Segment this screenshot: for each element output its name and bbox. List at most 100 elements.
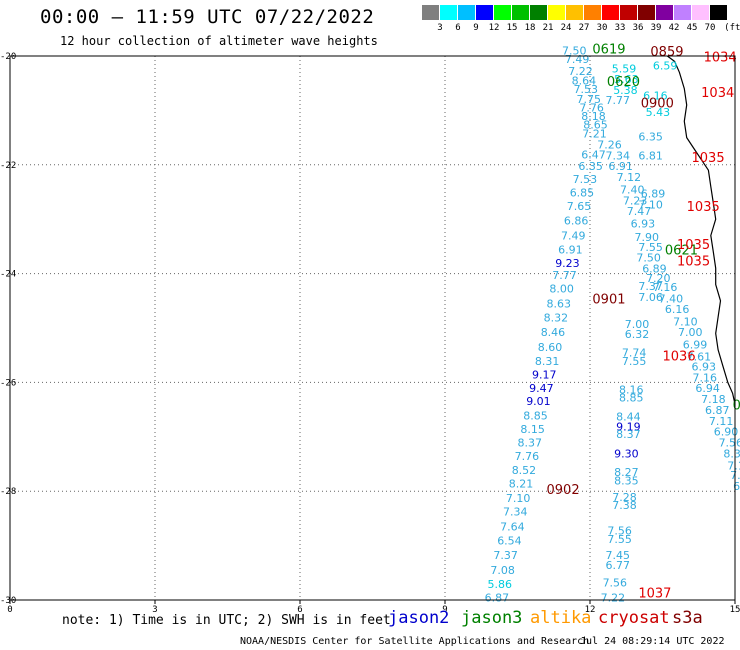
legend-s3a: s3a — [672, 608, 703, 628]
scale-swatch — [458, 5, 475, 20]
time-label: 1035 — [677, 254, 710, 269]
wave-height-label: 6.35 — [578, 160, 603, 173]
wave-height-label: 7.10 — [638, 198, 663, 211]
scale-tick-label: 70 — [704, 23, 716, 33]
x-tick-label: 0 — [7, 605, 12, 615]
wave-height-label: 9.30 — [614, 447, 639, 460]
wave-height-label: 6.99 — [683, 339, 708, 352]
scale-tick-label: 6 — [455, 23, 461, 33]
scale-tick-label: 21 — [542, 23, 554, 33]
wave-height-label: 7.15 — [727, 459, 740, 472]
time-label: 0620 — [607, 75, 640, 90]
wave-height-label: 9.23 — [555, 257, 580, 270]
wave-height-label: 8.32 — [544, 311, 569, 324]
scale-tick-label: 33 — [614, 23, 626, 33]
wave-height-label: 7.56 — [603, 576, 628, 589]
wave-height-label: 5.63 — [614, 73, 639, 86]
scale-tick-label: 45 — [686, 23, 698, 33]
wave-height-label: 7.55 — [622, 355, 647, 368]
wave-height-label: 7.38 — [612, 499, 637, 512]
wave-height-label: 6.33 — [733, 480, 740, 493]
scale-swatch — [494, 5, 511, 20]
wave-height-labels: 7.507.497.228.647.537.757.768.188.657.21… — [485, 42, 740, 604]
time-label: 0902 — [547, 483, 580, 498]
scale-tick-label: 15 — [506, 23, 518, 33]
y-tick-label: -30 — [0, 596, 16, 606]
wave-height-label: 7.64 — [500, 520, 524, 533]
time-label: 0859 — [650, 45, 683, 60]
wave-height-label: 7.34 — [605, 149, 630, 162]
wave-height-label: 7.18 — [701, 393, 726, 406]
note-text: note: 1) Time is in UTC; 2) SWH is in fe… — [62, 613, 391, 628]
time-label: 0901 — [592, 293, 625, 308]
y-tick-label: -28 — [0, 487, 16, 497]
y-tick-label: -24 — [0, 270, 16, 280]
wave-height-label: 6.32 — [625, 328, 650, 341]
wave-height-label: 8.18 — [581, 110, 606, 123]
wave-height-label: 8.85 — [523, 409, 548, 422]
wave-height-label: 6.94 — [695, 382, 720, 395]
wave-height-label: 8.60 — [538, 341, 563, 354]
wave-height-label: 7.37 — [638, 280, 663, 293]
wave-height-label: 6.90 — [714, 426, 739, 439]
wave-height-label: 5.43 — [646, 106, 671, 119]
scale-swatch — [692, 5, 709, 20]
wave-height-label: 7.21 — [582, 128, 607, 141]
wave-height-label: 8.46 — [541, 326, 566, 339]
wave-height-label: 7.90 — [634, 231, 659, 244]
plot-title: 00:00 – 11:59 UTC 07/22/2022 — [40, 6, 375, 28]
wave-height-label: 7.77 — [605, 94, 630, 107]
wave-height-label: 7.22 — [601, 592, 626, 605]
wave-height-label: 6.89 — [641, 187, 666, 200]
wave-height-label: 8.64 — [572, 74, 597, 87]
wave-height-label: 7.53 — [574, 83, 599, 96]
wave-height-label: 6.59 — [653, 60, 678, 73]
scale-swatch — [674, 5, 691, 20]
legend-altika: altika — [530, 608, 592, 628]
wave-height-label: 6.16 — [643, 90, 668, 103]
wave-height-label: 7.26 — [597, 138, 622, 151]
time-label: 1034 — [704, 50, 737, 65]
scale-tick-label: 9 — [473, 23, 479, 33]
wave-height-label: 6.87 — [705, 404, 730, 417]
wave-height-label: 6.91 — [608, 160, 633, 173]
scale-swatch — [548, 5, 565, 20]
scale-tick-label: 27 — [578, 23, 590, 33]
wave-height-label: 5.86 — [488, 578, 513, 591]
scale-swatch — [656, 5, 673, 20]
x-tick-label: 15 — [730, 605, 740, 615]
time-label: 1036 — [663, 350, 696, 365]
wave-height-label: 8.33 — [723, 447, 740, 460]
wave-height-label: 7.49 — [561, 229, 586, 242]
wave-height-label: 7.75 — [576, 93, 601, 106]
wave-height-label: 7.28 — [612, 491, 637, 504]
wave-height-label: 7.37 — [493, 549, 518, 562]
scale-swatch — [566, 5, 583, 20]
scale-unit: (ft) — [724, 23, 740, 33]
scale-swatch — [710, 5, 727, 20]
wave-height-label: 7.40 — [620, 184, 645, 197]
time-label: 0621 — [665, 244, 698, 259]
wave-height-label: 6.89 — [642, 263, 667, 276]
wave-height-label: 8.44 — [616, 410, 641, 423]
wave-height-label: 8.37 — [616, 428, 641, 441]
wave-height-label: 5.38 — [613, 84, 638, 97]
wave-height-label: 7.47 — [627, 205, 652, 218]
scale-swatch — [638, 5, 655, 20]
wave-height-label: 8.52 — [512, 464, 537, 477]
wave-height-label: 7.08 — [490, 564, 515, 577]
wave-height-label: 7.16 — [692, 371, 717, 384]
wave-height-label: 7.74 — [622, 346, 647, 359]
wave-height-label: 7.20 — [646, 272, 671, 285]
wave-height-label: 8.37 — [518, 437, 543, 450]
wave-height-label: 7.55 — [638, 241, 663, 254]
wave-height-label: 8.65 — [583, 118, 608, 131]
scale-swatch — [584, 5, 601, 20]
scale-tick-label: 30 — [596, 23, 608, 33]
scale-swatch — [512, 5, 529, 20]
x-tick-label: 3 — [152, 605, 157, 615]
coastline — [666, 55, 736, 405]
wave-height-label: 7.22 — [568, 65, 593, 78]
wave-height-label: 7.40 — [659, 292, 684, 305]
